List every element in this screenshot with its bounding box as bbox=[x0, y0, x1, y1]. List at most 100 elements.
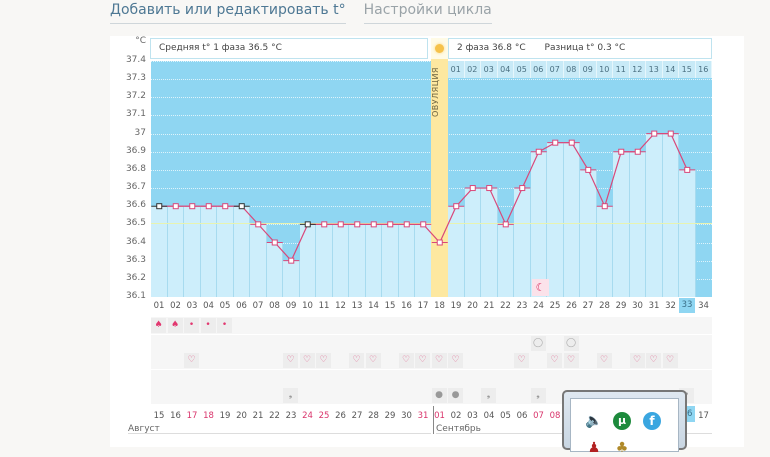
temperature-bar[interactable] bbox=[250, 224, 267, 297]
cycle-day[interactable]: 29 bbox=[613, 301, 629, 311]
temperature-bar[interactable] bbox=[201, 206, 218, 297]
tab-add-edit-temperature[interactable]: Добавить или редактировать t° bbox=[110, 0, 346, 24]
temperature-bar[interactable] bbox=[316, 224, 333, 297]
temperature-bar[interactable] bbox=[349, 224, 366, 297]
network-icon[interactable]: ♣ bbox=[613, 439, 631, 457]
cycle-day[interactable]: 12 bbox=[333, 301, 349, 311]
drop-icon[interactable]: ● bbox=[448, 388, 463, 403]
cycle-day[interactable]: 04 bbox=[201, 301, 217, 311]
heart-icon[interactable]: ♡ bbox=[300, 353, 315, 368]
temperature-bar[interactable] bbox=[399, 224, 416, 297]
temperature-bar[interactable] bbox=[300, 224, 317, 297]
tab-cycle-settings[interactable]: Настройки цикла bbox=[364, 0, 492, 24]
calendar-date[interactable]: 15 bbox=[151, 411, 167, 421]
heart-icon[interactable]: ♡ bbox=[514, 353, 529, 368]
bubble-icon[interactable]: ◯ bbox=[564, 336, 579, 351]
temperature-bar[interactable] bbox=[465, 188, 482, 297]
calendar-date[interactable]: 16 bbox=[168, 411, 184, 421]
heart-icon[interactable]: ♡ bbox=[630, 353, 645, 368]
temperature-bar[interactable] bbox=[547, 143, 564, 297]
calendar-date[interactable]: 27 bbox=[349, 411, 365, 421]
temperature-bar[interactable] bbox=[415, 224, 432, 297]
temperature-bar[interactable] bbox=[234, 206, 251, 297]
heart-icon[interactable]: ♡ bbox=[349, 353, 364, 368]
calendar-date[interactable]: 31 bbox=[415, 411, 431, 421]
cycle-day[interactable]: 09 bbox=[283, 301, 299, 311]
comma-icon[interactable]: ❟ bbox=[481, 388, 496, 403]
temperature-bar[interactable] bbox=[448, 206, 465, 297]
cycle-day[interactable]: 13 bbox=[349, 301, 365, 311]
cycle-day[interactable]: 34 bbox=[696, 301, 712, 311]
drop-icon[interactable]: • bbox=[217, 318, 232, 333]
calendar-date[interactable]: 02 bbox=[448, 411, 464, 421]
calendar-date[interactable]: 20 bbox=[234, 411, 250, 421]
cycle-day[interactable]: 05 bbox=[217, 301, 233, 311]
person-icon[interactable]: ♟ bbox=[585, 439, 603, 457]
calendar-date[interactable]: 19 bbox=[217, 411, 233, 421]
cycle-day[interactable]: 01 bbox=[151, 301, 167, 311]
calendar-date[interactable]: 07 bbox=[531, 411, 547, 421]
temperature-bar[interactable] bbox=[531, 152, 548, 297]
cycle-day[interactable]: 06 bbox=[234, 301, 250, 311]
temperature-bar[interactable] bbox=[630, 152, 647, 297]
temperature-bar[interactable] bbox=[382, 224, 399, 297]
cycle-day[interactable]: 25 bbox=[547, 301, 563, 311]
calendar-date[interactable]: 26 bbox=[333, 411, 349, 421]
temperature-bar[interactable] bbox=[168, 206, 185, 297]
temperature-bar[interactable] bbox=[597, 206, 614, 297]
calendar-date[interactable]: 17 bbox=[696, 411, 712, 421]
cycle-day[interactable]: 23 bbox=[514, 301, 530, 311]
cycle-day[interactable]: 07 bbox=[250, 301, 266, 311]
temperature-bar[interactable] bbox=[151, 206, 168, 297]
calendar-date[interactable]: 06 bbox=[514, 411, 530, 421]
temperature-bar[interactable] bbox=[679, 170, 696, 297]
heart-icon[interactable]: ♡ bbox=[184, 353, 199, 368]
bubble-icon[interactable]: ◯ bbox=[531, 336, 546, 351]
heart-icon[interactable]: ♡ bbox=[547, 353, 562, 368]
calendar-date[interactable]: 22 bbox=[267, 411, 283, 421]
cycle-day[interactable]: 14 bbox=[366, 301, 382, 311]
temperature-bar[interactable] bbox=[267, 243, 284, 298]
calendar-date[interactable]: 03 bbox=[465, 411, 481, 421]
drop-icon[interactable]: ♠ bbox=[151, 318, 166, 333]
utorrent-icon[interactable]: µ bbox=[613, 412, 631, 430]
cycle-day[interactable]: 08 bbox=[267, 301, 283, 311]
calendar-date[interactable]: 30 bbox=[399, 411, 415, 421]
temperature-bar[interactable] bbox=[663, 134, 680, 297]
temperature-bar[interactable] bbox=[283, 261, 300, 297]
calendar-date[interactable]: 04 bbox=[481, 411, 497, 421]
heart-icon[interactable]: ♡ bbox=[597, 353, 612, 368]
cycle-day[interactable]: 19 bbox=[448, 301, 464, 311]
calendar-date[interactable]: 17 bbox=[184, 411, 200, 421]
facebook-icon[interactable]: f bbox=[643, 412, 661, 430]
temperature-bar[interactable] bbox=[481, 188, 498, 297]
drop-icon[interactable]: • bbox=[184, 318, 199, 333]
calendar-date[interactable]: 24 bbox=[300, 411, 316, 421]
cycle-day[interactable]: 11 bbox=[316, 301, 332, 311]
calendar-date[interactable]: 05 bbox=[498, 411, 514, 421]
cycle-day[interactable]: 32 bbox=[663, 301, 679, 311]
comma-icon[interactable]: ❟ bbox=[283, 388, 298, 403]
cycle-day[interactable]: 16 bbox=[399, 301, 415, 311]
cycle-day[interactable]: 02 bbox=[168, 301, 184, 311]
heart-icon[interactable]: ♡ bbox=[432, 353, 447, 368]
calendar-date[interactable]: 25 bbox=[316, 411, 332, 421]
temperature-bar[interactable] bbox=[366, 224, 383, 297]
calendar-date[interactable]: 18 bbox=[201, 411, 217, 421]
heart-icon[interactable]: ♡ bbox=[399, 353, 414, 368]
calendar-date[interactable]: 28 bbox=[366, 411, 382, 421]
calendar-date[interactable]: 29 bbox=[382, 411, 398, 421]
temperature-bar[interactable] bbox=[498, 224, 515, 297]
calendar-date[interactable]: 23 bbox=[283, 411, 299, 421]
heart-icon[interactable]: ♡ bbox=[646, 353, 661, 368]
cycle-day[interactable]: 15 bbox=[382, 301, 398, 311]
temperature-bar[interactable] bbox=[564, 143, 581, 297]
heart-icon[interactable]: ♡ bbox=[316, 353, 331, 368]
comma-icon[interactable]: ❟ bbox=[531, 388, 546, 403]
drop-icon[interactable]: ● bbox=[432, 388, 447, 403]
speaker-icon[interactable]: 🔈 bbox=[585, 412, 603, 430]
cycle-day[interactable]: 21 bbox=[481, 301, 497, 311]
drop-icon[interactable]: • bbox=[201, 318, 216, 333]
heart-icon[interactable]: ♡ bbox=[366, 353, 381, 368]
cycle-day[interactable]: 33 bbox=[679, 298, 695, 313]
